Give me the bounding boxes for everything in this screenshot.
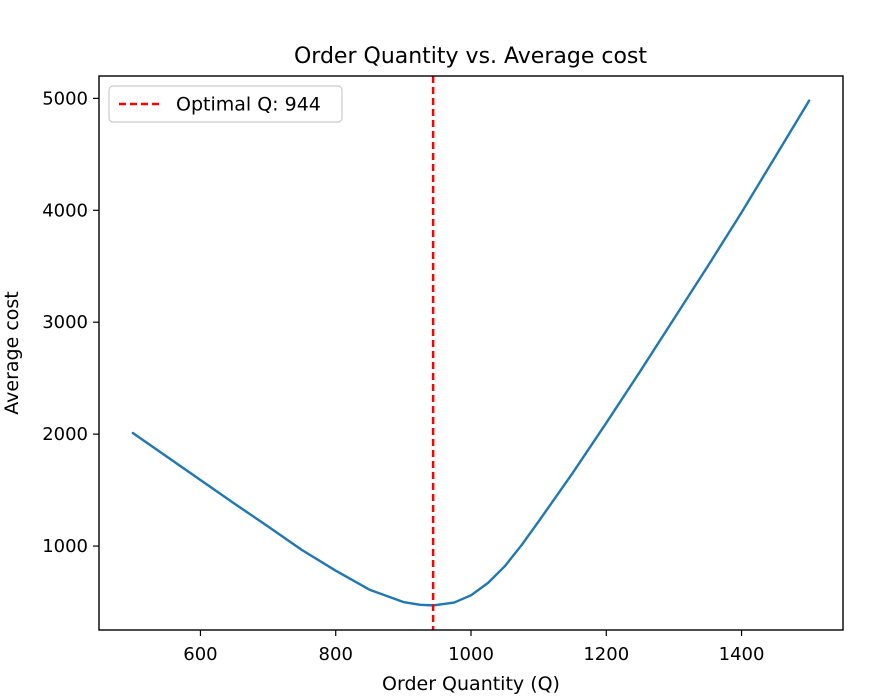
y-axis-label: Average cost [1, 291, 23, 414]
axes-frame [98, 75, 844, 631]
x-tick-label-1200: 1200 [583, 644, 629, 665]
legend: Optimal Q: 944 [108, 85, 343, 123]
series-line-0 [131, 99, 811, 607]
chart-title: Order Quantity vs. Average cost [294, 44, 647, 69]
x-tick-label-600: 600 [183, 644, 217, 665]
y-tick-label-3000: 3000 [42, 312, 88, 333]
legend-box [108, 85, 343, 123]
plot-area [98, 75, 844, 631]
y-tick-label-4000: 4000 [42, 200, 88, 221]
legend-entry-optimal-q: Optimal Q: 944 [176, 94, 321, 116]
y-tick-label-1000: 1000 [42, 536, 88, 557]
y-tick-label-5000: 5000 [42, 88, 88, 109]
y-tick-label-2000: 2000 [42, 424, 88, 445]
y-axis-ticks: 1000 2000 3000 4000 5000 [42, 88, 99, 557]
x-axis-label: Order Quantity (Q) [382, 673, 560, 695]
x-axis-ticks: 600 800 1000 1200 1400 [183, 630, 764, 665]
data-layer [131, 76, 811, 630]
x-tick-label-1000: 1000 [448, 644, 494, 665]
x-tick-label-1400: 1400 [719, 644, 765, 665]
x-tick-label-800: 800 [319, 644, 353, 665]
